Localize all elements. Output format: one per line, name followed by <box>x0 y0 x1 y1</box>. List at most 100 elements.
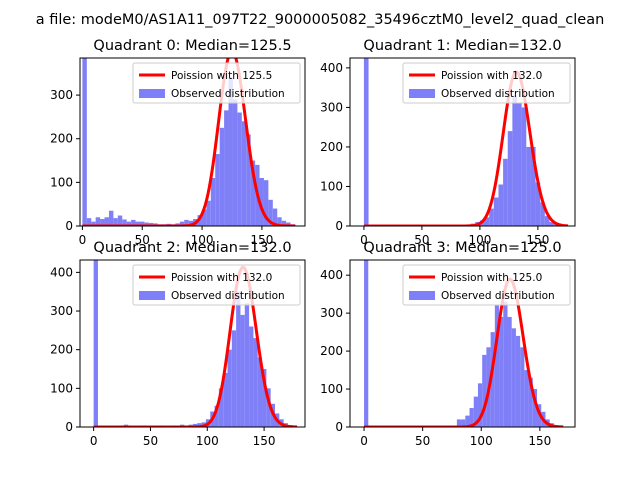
histogram-bar <box>363 58 369 226</box>
histogram-bar <box>224 110 229 226</box>
histogram-bar <box>188 220 194 226</box>
histogram-bar <box>535 182 541 226</box>
histogram-bar <box>93 260 98 427</box>
y-tick-label: 300 <box>320 306 343 320</box>
y-tick-label: 100 <box>50 175 73 189</box>
y-tick-label: 300 <box>320 100 343 114</box>
histogram-bar <box>206 200 211 226</box>
subplot-title: Quadrant 0: Median=125.5 <box>93 38 291 54</box>
histogram-bar <box>113 218 118 226</box>
histogram-bar <box>108 210 114 226</box>
histogram-bar <box>215 154 220 226</box>
y-tick-label: 300 <box>50 88 73 102</box>
legend-hist-swatch <box>139 89 165 98</box>
legend-hist-swatch <box>409 291 435 300</box>
legend-line-label: Poission with 125.5 <box>171 70 272 82</box>
legend-line-label: Poission with 132.0 <box>171 272 272 284</box>
histogram-bar <box>515 335 521 427</box>
y-tick-label: 0 <box>65 219 73 233</box>
y-tick-label: 400 <box>50 265 73 279</box>
histogram-bar <box>549 222 555 226</box>
y-tick-label: 400 <box>320 61 343 75</box>
histogram-bar <box>139 221 145 226</box>
legend-line-label: Poission with 132.0 <box>441 70 542 82</box>
y-tick-label: 0 <box>335 219 343 233</box>
legend-hist-label: Observed distribution <box>441 88 555 100</box>
histogram-bar <box>122 219 127 226</box>
histogram-bar <box>511 328 516 427</box>
x-tick-label: 50 <box>143 434 158 448</box>
x-tick-label: 0 <box>360 434 368 448</box>
y-tick-label: 0 <box>65 420 73 434</box>
axes-frame <box>79 57 306 227</box>
histogram-bar <box>197 423 202 427</box>
histogram-bar <box>469 408 474 427</box>
histogram-bar <box>482 354 487 427</box>
histogram-bar <box>135 221 140 226</box>
y-tick-label: 200 <box>320 344 343 358</box>
legend-hist-label: Observed distribution <box>441 290 555 302</box>
histogram-bar <box>91 221 96 226</box>
histogram-bar <box>268 199 273 226</box>
histogram-bar <box>364 260 369 427</box>
axes-frame <box>349 259 576 428</box>
histogram-bar <box>528 377 533 427</box>
subplot-title: Quadrant 3: Median=125.0 <box>363 240 561 256</box>
histogram-bar <box>223 372 228 427</box>
histogram-bar <box>227 349 232 427</box>
histogram-bar <box>498 184 504 226</box>
histogram-bar <box>179 221 185 226</box>
histogram-bar <box>272 208 278 226</box>
histogram-bar <box>456 419 462 427</box>
histogram-bar <box>473 396 478 427</box>
legend-box <box>402 264 571 306</box>
histogram-bar <box>544 216 550 226</box>
histogram-bar <box>512 95 518 226</box>
subplot-grid: 0 50 100 150 0 100 200 300 Quadrant 0: Median=12… <box>50 38 576 448</box>
subplot-quadrant-0: 0 50 100 150 0 100 200 300 Quadrant 0: Median=12… <box>50 38 306 247</box>
histogram-bar <box>219 127 225 226</box>
histogram-bar <box>281 220 287 226</box>
x-tick-label: 150 <box>526 233 549 247</box>
histogram-bar <box>95 217 101 226</box>
subplot-quadrant-2: 0 50 100 150 0 100 200 300 400 Quadrant 2: Median… <box>50 240 306 448</box>
histogram-bar <box>493 197 499 226</box>
x-tick-label: 50 <box>414 233 429 247</box>
legend-hist-swatch <box>409 89 435 98</box>
x-tick-label: 50 <box>135 233 150 247</box>
legend-box <box>132 264 301 306</box>
histogram-bar <box>236 291 241 427</box>
histogram-bar <box>184 219 189 226</box>
histogram-bar <box>524 370 529 427</box>
histogram-bar <box>86 218 92 226</box>
x-tick-label: 0 <box>90 434 98 448</box>
x-tick-label: 0 <box>360 233 368 247</box>
histogram-bar <box>263 180 269 226</box>
histogram-bar <box>100 219 105 226</box>
histogram-bar <box>540 202 545 226</box>
histogram-bar <box>461 419 466 427</box>
x-tick-label: 0 <box>79 233 87 247</box>
histogram-bar <box>503 158 508 226</box>
histogram-bar <box>465 415 470 427</box>
histogram-bar <box>484 217 490 226</box>
x-tick-label: 150 <box>250 233 273 247</box>
x-tick-label: 150 <box>253 434 276 448</box>
histogram-bar <box>490 332 495 427</box>
histogram-bar <box>257 357 263 427</box>
y-tick-label: 100 <box>50 381 73 395</box>
axes-frame <box>349 57 576 227</box>
histogram-bar <box>526 146 531 226</box>
histogram-bar <box>250 160 256 226</box>
y-tick-label: 400 <box>320 268 343 282</box>
subplot-title: Quadrant 2: Median=132.0 <box>93 240 291 256</box>
histogram-bar <box>503 301 508 427</box>
histogram-bar <box>131 219 136 226</box>
histogram-bar <box>218 388 224 427</box>
histogram-bar <box>286 222 291 226</box>
legend-box <box>132 62 301 104</box>
legend-hist-swatch <box>139 291 165 300</box>
histogram-bar <box>104 217 109 226</box>
y-tick-label: 0 <box>335 420 343 434</box>
